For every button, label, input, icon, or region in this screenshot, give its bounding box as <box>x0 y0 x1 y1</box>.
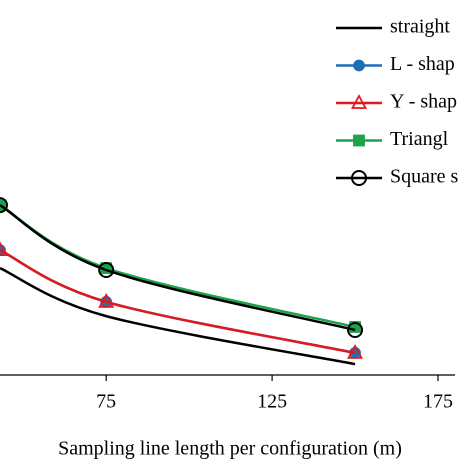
marker <box>353 134 365 147</box>
legend-label: Y - shap <box>390 91 457 113</box>
marker <box>350 94 368 109</box>
marker <box>98 292 115 308</box>
series-line <box>0 266 356 366</box>
marker <box>353 59 365 72</box>
series-line <box>0 249 356 355</box>
marker <box>98 262 115 278</box>
x-tick-label: 75 <box>96 391 116 413</box>
series-line <box>0 204 356 329</box>
marker <box>351 170 367 186</box>
series-line <box>0 204 356 332</box>
x-tick-label: 175 <box>423 391 453 413</box>
x-tick-label: 125 <box>257 391 287 413</box>
marker <box>347 343 364 359</box>
marker <box>0 199 6 212</box>
legend-label: Triangl <box>390 128 449 150</box>
marker <box>347 322 364 338</box>
legend-label: L - shap <box>390 53 455 75</box>
series-line <box>0 249 356 355</box>
marker <box>0 241 9 257</box>
legend-label: Square s <box>390 166 459 188</box>
x-axis-title: Sampling line length per configuration (… <box>58 438 402 460</box>
legend-label: straight <box>390 16 450 38</box>
marker <box>0 197 8 214</box>
